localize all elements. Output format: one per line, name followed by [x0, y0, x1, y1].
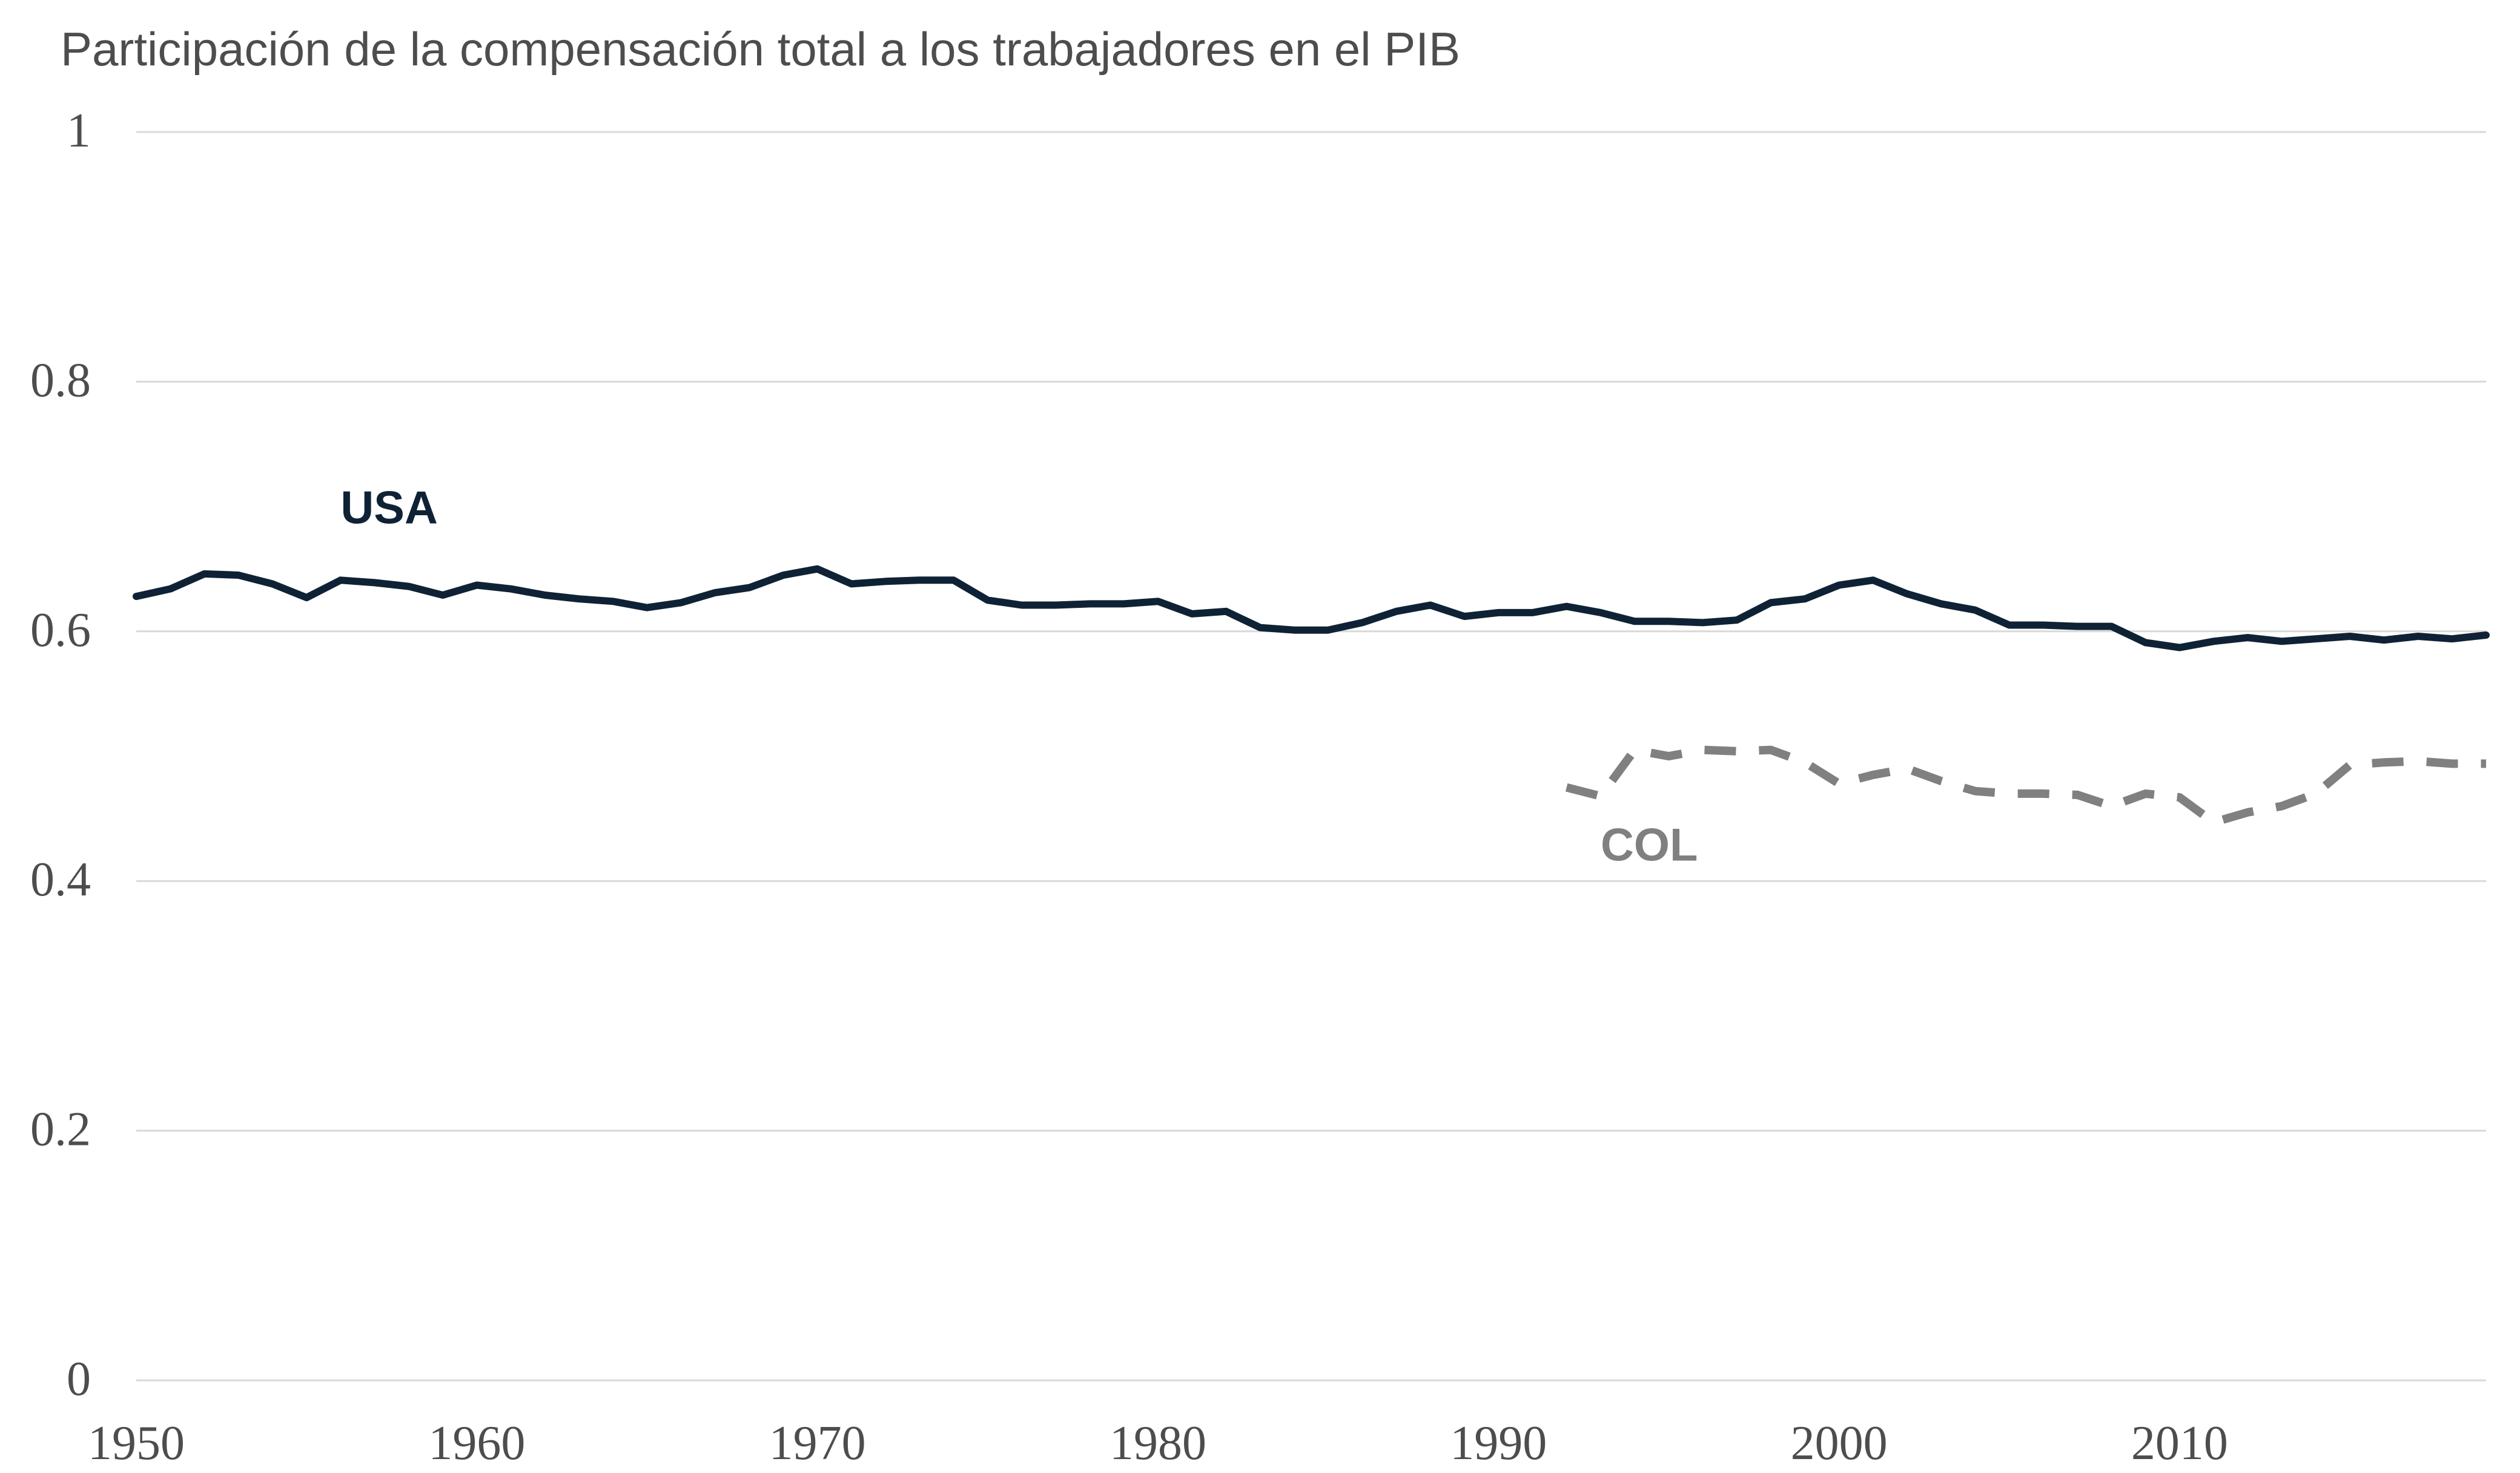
chart-title: Participación de la compensación total a…	[61, 22, 1460, 76]
x-tick-label: 1980	[1110, 1417, 1206, 1470]
y-tick-label: 0	[67, 1353, 91, 1406]
series-line-col	[1565, 745, 2486, 827]
series-label-col: COL	[1601, 819, 1698, 871]
y-tick-label: 0.2	[30, 1103, 91, 1156]
y-tick-label: 0.8	[30, 354, 91, 407]
y-tick-label: 0.6	[30, 604, 91, 657]
x-tick-label: 1950	[88, 1417, 185, 1470]
x-tick-label: 2010	[2131, 1417, 2228, 1470]
series-layer	[133, 565, 2490, 827]
x-tick-label: 1990	[1450, 1417, 1547, 1470]
x-tick-label: 2000	[1791, 1417, 1888, 1470]
series-line-usa	[133, 565, 2490, 651]
x-tick-label: 1960	[428, 1417, 525, 1470]
y-tick-label: 0.4	[30, 853, 91, 906]
grid-lines	[136, 131, 2486, 1382]
series-label-usa: USA	[340, 483, 437, 534]
x-tick-label: 1970	[769, 1417, 866, 1470]
x-axis: 1950 1960 1970 1980 1990 2000 2010	[88, 1417, 2228, 1470]
series-labels: USA COL	[340, 483, 1698, 871]
y-tick-label: 1	[67, 104, 91, 157]
y-axis: 0 0.2 0.4 0.6 0.8 1	[30, 104, 91, 1406]
